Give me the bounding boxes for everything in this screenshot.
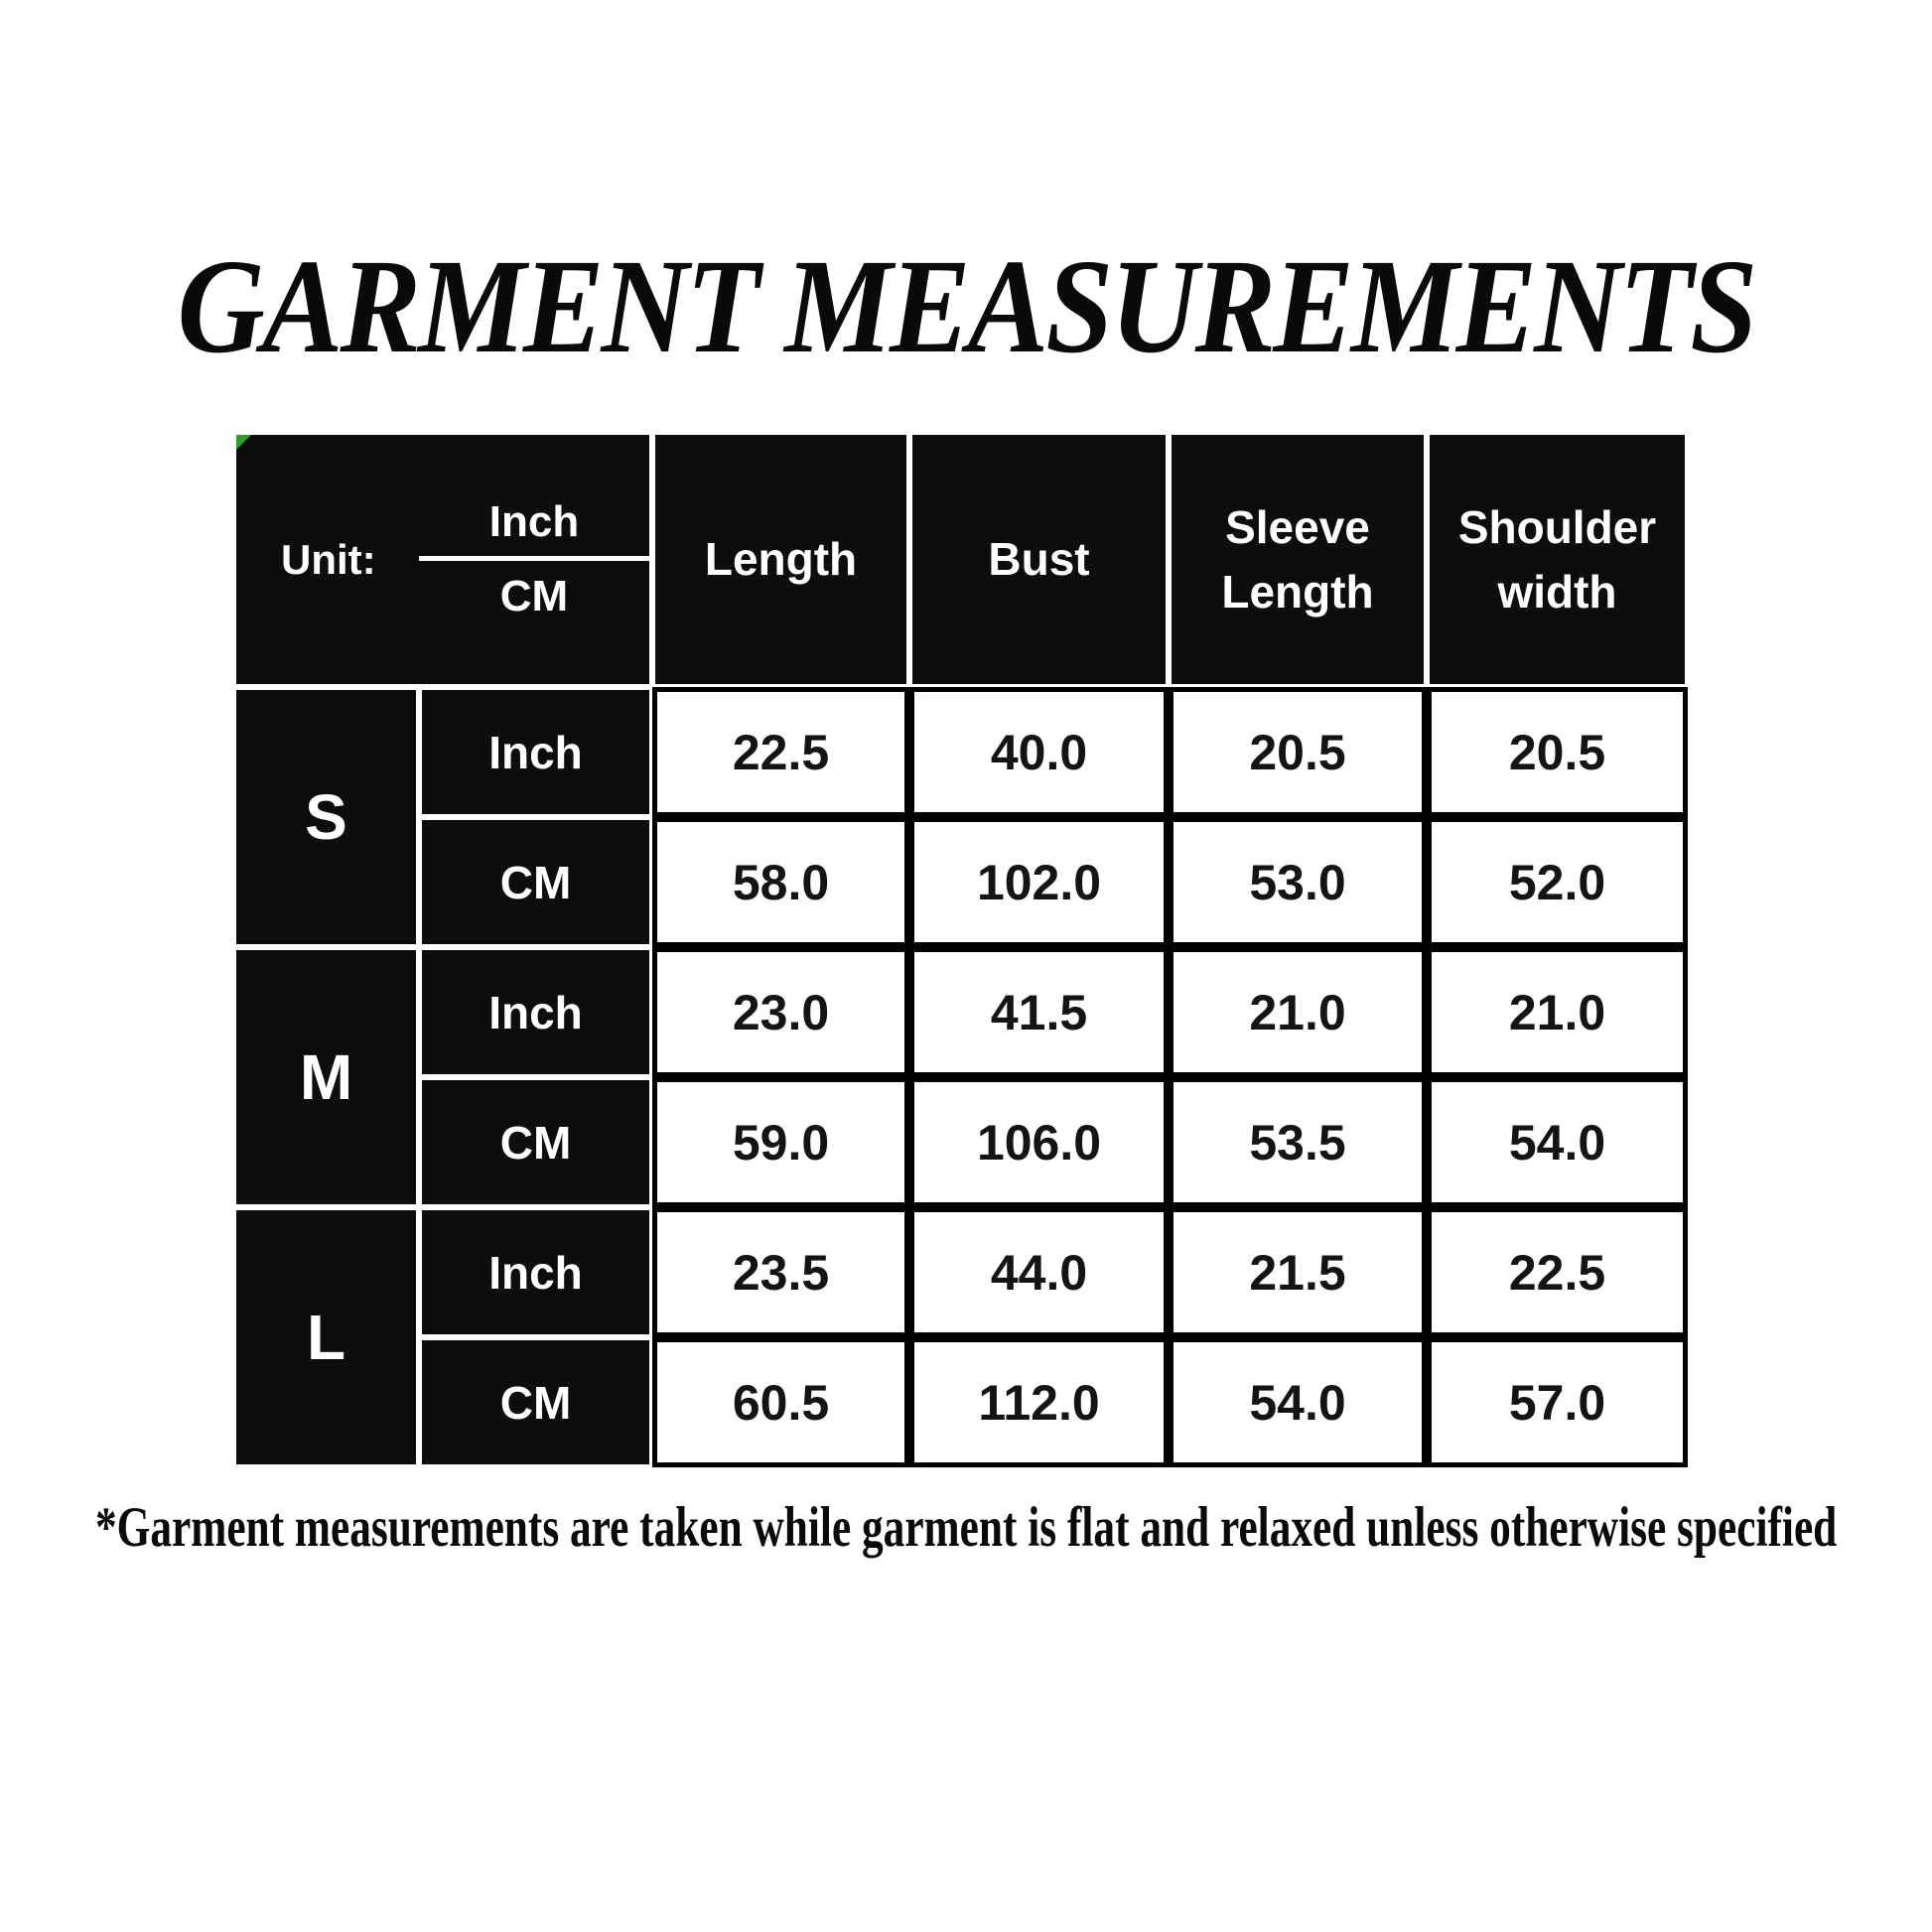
footnote-row: *Garment measurements are taken while ga… [0,1495,1932,1560]
page-title: GARMENT MEASUREMENTS [177,232,1758,382]
value-l-inch-shoulder: 22.5 [1427,1207,1688,1337]
size-label-l: L [233,1207,419,1467]
row-unit-inch-m: Inch [419,947,652,1077]
value-m-inch-sleeve: 21.0 [1169,947,1427,1077]
value-l-cm-shoulder: 57.0 [1427,1337,1688,1467]
value-m-inch-bust: 41.5 [909,947,1169,1077]
value-l-inch-sleeve: 21.5 [1169,1207,1427,1337]
size-label-s: S [233,687,419,947]
size-chart-table: Unit: Inch CM Length Bust Sleeve Length … [233,432,1688,1467]
row-unit-inch-l: Inch [419,1207,652,1337]
value-m-inch-shoulder: 21.0 [1427,947,1688,1077]
row-unit-inch-s: Inch [419,687,652,817]
row-unit-cm-l: CM [419,1337,652,1467]
value-m-cm-sleeve: 53.5 [1169,1077,1427,1207]
value-s-inch-bust: 40.0 [909,687,1169,817]
value-l-cm-length: 60.5 [652,1337,909,1467]
size-label-m: M [233,947,419,1207]
row-unit-cm-m: CM [419,1077,652,1207]
column-header-length: Length [652,432,909,687]
unit-fraction-inch: Inch [419,500,649,561]
value-m-inch-length: 23.0 [652,947,909,1077]
value-l-inch-length: 23.5 [652,1207,909,1337]
value-m-cm-bust: 106.0 [909,1077,1169,1207]
value-s-inch-length: 22.5 [652,687,909,817]
value-m-cm-length: 59.0 [652,1077,909,1207]
column-header-bust: Bust [909,432,1169,687]
cell-corner-marker [236,435,251,450]
value-s-cm-length: 58.0 [652,817,909,947]
unit-fraction-cm: CM [499,572,569,621]
value-l-inch-bust: 44.0 [909,1207,1169,1337]
unit-fraction: Inch CM [419,500,649,619]
column-header-sleeve-length: Sleeve Length [1169,432,1427,687]
unit-header-cell: Unit: Inch CM [233,432,652,687]
value-s-cm-bust: 102.0 [909,817,1169,947]
value-s-inch-shoulder: 20.5 [1427,687,1688,817]
value-s-cm-sleeve: 53.0 [1169,817,1427,947]
page-header: GARMENT MEASUREMENTS [0,230,1932,381]
value-s-inch-sleeve: 20.5 [1169,687,1427,817]
value-l-cm-bust: 112.0 [909,1337,1169,1467]
row-unit-cm-s: CM [419,817,652,947]
footnote: *Garment measurements are taken while ga… [94,1496,1838,1559]
column-header-shoulder-width: Shoulder width [1427,432,1688,687]
unit-label: Unit: [281,535,376,583]
value-l-cm-sleeve: 54.0 [1169,1337,1427,1467]
value-m-cm-shoulder: 54.0 [1427,1077,1688,1207]
value-s-cm-shoulder: 52.0 [1427,817,1688,947]
